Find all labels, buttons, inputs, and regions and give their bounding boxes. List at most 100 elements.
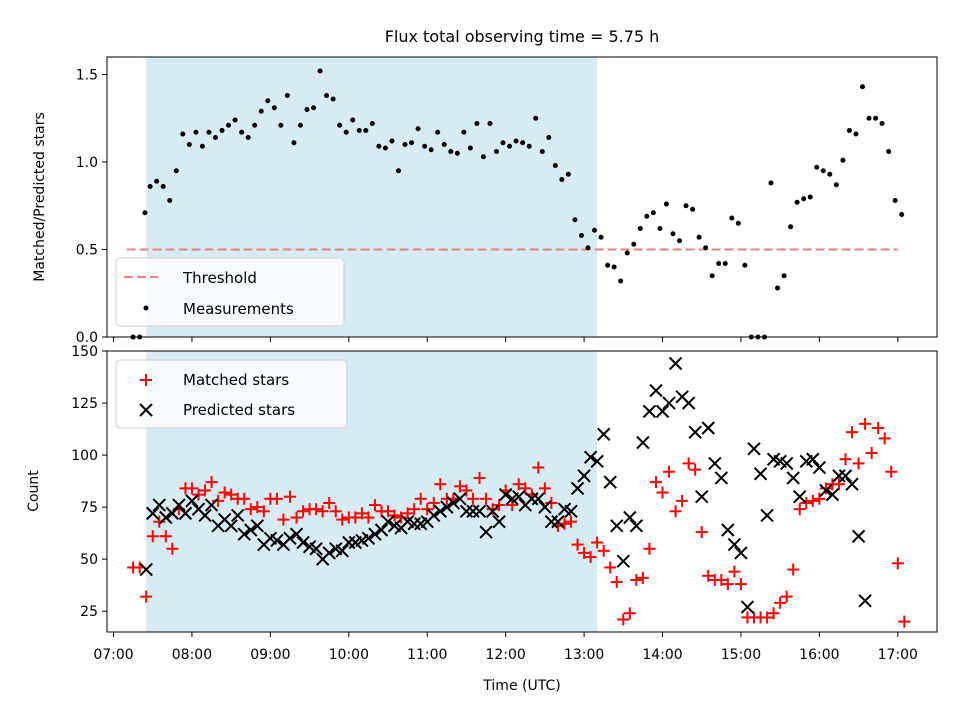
measurement-point [742,262,748,268]
y-tick-label: 100 [71,448,98,464]
measurement-point [624,250,630,256]
predicted-star-point [753,467,768,481]
predicted-star-point [616,554,631,568]
matched-star-point [395,511,408,524]
measurement-point [239,129,245,135]
measurement-point [533,115,539,121]
predicted-star-point [446,496,461,510]
predicted-star-point [270,533,284,548]
measurement-point [846,128,852,133]
predicted-star-point [322,546,336,560]
matched-star-point [793,503,806,516]
matched-star-point [205,476,218,489]
measurement-point [474,121,480,126]
legend-measurements-swatch [143,305,149,311]
predicted-star-point [806,452,820,466]
predicted-star-point [159,510,173,525]
matched-star-point [878,432,891,445]
y-tick-label: 50 [80,552,98,568]
predicted-star-point [165,506,180,521]
measurement-point [879,121,885,126]
measurement-point [886,149,892,154]
predicted-star-point [714,471,729,485]
matched-star-point [329,505,342,518]
measurement-point [212,135,218,140]
measurement-point [729,215,735,221]
x-tick-label: 11:00 [407,647,447,663]
bottom-panel: 25 50 75 100 125 150 07:00 08:00 09:00 10:00 11:0… [26,344,938,694]
matched-star-point [166,542,179,555]
matched-star-point [519,482,532,495]
matched-star-point [480,492,493,505]
chart-title: Flux total observing time = 5.75 h [385,27,660,46]
measurement-point [794,199,800,205]
matched-star-point [290,511,303,524]
predicted-star-point [825,487,840,502]
measurement-point [637,226,643,231]
matched-star-point [715,573,728,586]
measurement-point [546,135,552,140]
measurement-point [350,117,356,123]
measurement-point [487,121,493,126]
measurement-point [578,233,584,238]
predicted-star-point [858,594,872,608]
measurement-point [781,273,787,279]
top-legend-box [115,257,345,327]
matched-star-point [780,590,793,603]
predicted-star-point [498,487,513,502]
x-tick-label: 12:00 [485,647,525,663]
y-tick-label: 125 [71,396,98,412]
bottom-y-ticks: 25 50 75 100 125 150 [71,344,107,620]
predicted-star-point [688,425,702,439]
predicted-star-point [570,481,585,496]
predicted-star-point [681,396,696,410]
predicted-star-point [538,500,552,514]
measurement-point [291,140,297,146]
predicted-star-point [146,506,160,521]
measurement-point [657,226,663,231]
predicted-star-point [466,504,480,518]
bottom-legend: Matched stars Predicted stars [115,359,348,429]
predicted-star-point [747,442,761,456]
measurement-point [820,168,826,174]
matched-star-point [695,526,708,539]
matched-star-point [349,511,362,524]
predicted-star-point [845,477,859,491]
matched-star-point [813,492,826,505]
measurement-point [226,122,232,128]
predicted-star-point [596,427,611,441]
matched-star-point [898,615,911,628]
matched-star-point [839,453,852,466]
predicted-star-point [172,498,186,512]
x-tick-label: 14:00 [642,647,682,663]
y-tick-label: 1.5 [76,68,98,84]
matched-star-point [676,494,689,507]
predicted-star-point [440,500,454,514]
measurement-point [402,142,408,147]
predicted-star-point [204,498,219,512]
measurement-point [827,171,833,177]
matched-star-point [421,503,434,516]
predicted-star-point [740,600,755,614]
measurement-point [356,128,362,133]
measurement-point [716,261,722,266]
matched-star-point [506,499,519,512]
predicted-star-point [734,546,748,560]
legend-predicted-label: Predicted stars [183,401,295,419]
measurement-point [807,194,813,200]
matched-star-point [225,488,238,501]
x-tick-label: 08:00 [172,647,212,663]
matched-star-point [545,496,558,509]
matched-star-point [584,551,597,564]
matched-star-point [689,463,702,476]
measurement-point [258,108,264,114]
matched-star-point [368,499,381,512]
measurement-point [206,129,212,135]
measurement-point [814,164,820,170]
matched-star-point [852,457,865,470]
legend-matched-swatch [140,374,152,386]
top-y-ticks: 0.0 0.5 1.0 1.5 [76,68,107,346]
predicted-star-point [224,519,238,533]
measurement-point [142,210,148,216]
measurement-point [565,171,571,177]
